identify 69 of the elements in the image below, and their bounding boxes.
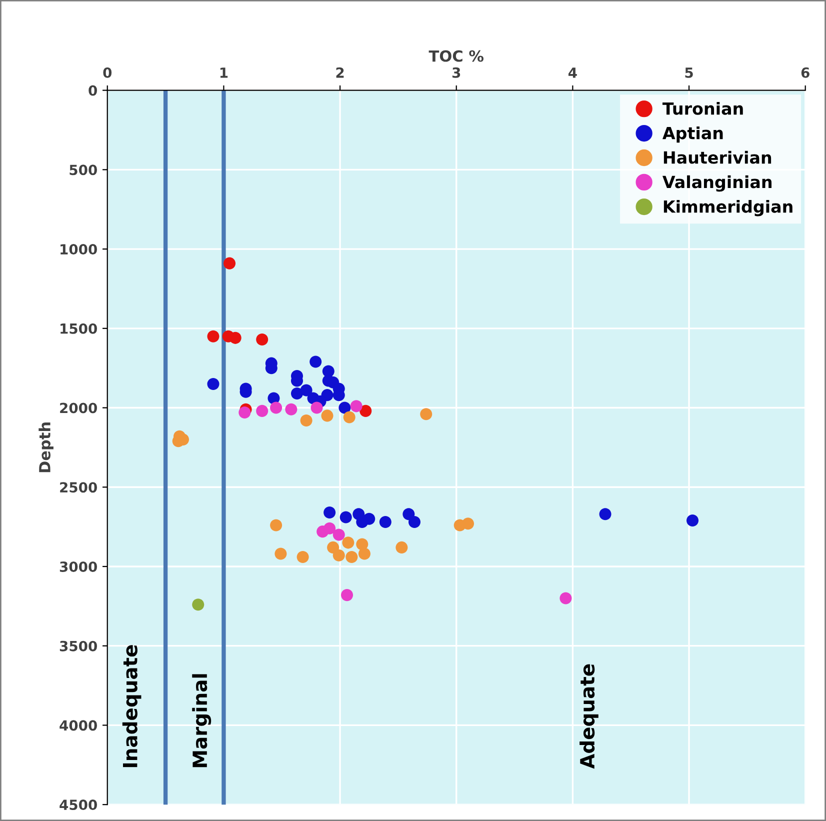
x-tick-label: 3 (452, 67, 460, 78)
point (343, 411, 356, 424)
point (332, 528, 345, 541)
y-tick-label: 4000 (60, 720, 97, 731)
point (356, 538, 368, 550)
annotation: Inadequate (122, 645, 142, 768)
point (256, 333, 268, 346)
point (270, 402, 282, 414)
point (340, 511, 352, 524)
x-tick-label: 5 (685, 68, 693, 78)
point (420, 408, 432, 420)
point (290, 387, 304, 400)
point (224, 257, 236, 270)
point (686, 514, 699, 526)
point (324, 522, 336, 534)
point (338, 402, 351, 414)
point (207, 378, 220, 390)
x-tick-label: 6 (801, 67, 810, 78)
point (346, 550, 358, 563)
y-tick-label: 3000 (60, 561, 97, 572)
point (360, 404, 372, 417)
x-axis-title: TOC % (428, 50, 484, 62)
y-tick-label: 3500 (60, 640, 97, 652)
point (350, 400, 362, 412)
point (379, 516, 392, 528)
point (332, 549, 345, 562)
y-tick-label: 4500 (60, 800, 97, 810)
point (285, 403, 298, 416)
point (207, 330, 220, 342)
point (300, 384, 312, 396)
legend-label: Hauterivian (664, 150, 772, 164)
annotation: Marginal (192, 674, 212, 768)
point (396, 541, 408, 554)
point (408, 516, 420, 528)
y-tick-label: 2500 (60, 482, 97, 493)
point (192, 598, 204, 611)
y-tick-label: 2000 (60, 402, 97, 414)
point (321, 410, 334, 422)
legend-label: Aptian (662, 126, 723, 143)
point (356, 516, 368, 528)
point (296, 550, 309, 563)
y-tick-label: 1500 (60, 323, 97, 334)
point (402, 508, 415, 520)
x-tick-label: 0 (103, 67, 112, 78)
point (274, 548, 287, 560)
y-axis-title: Depth (38, 422, 54, 472)
point (256, 404, 268, 417)
point (324, 506, 336, 519)
annotation: Adequate (580, 664, 598, 769)
point (300, 414, 312, 426)
point (229, 332, 242, 344)
point (342, 536, 354, 549)
point (270, 519, 282, 532)
point (310, 402, 323, 414)
y-tick-label: 0 (88, 85, 97, 96)
x-tick-label: 2 (336, 67, 344, 78)
y-tick-label: 1000 (60, 244, 97, 255)
point (310, 356, 322, 368)
point (462, 518, 474, 530)
x-tick-label: 4 (568, 68, 577, 78)
legend-label: Kimmeridgian (664, 200, 792, 216)
point (341, 589, 354, 602)
legend-label: Turonian (662, 102, 743, 115)
point (599, 508, 612, 520)
y-tick-label: 500 (70, 164, 97, 176)
x-tick-label: 1 (220, 68, 228, 78)
point (238, 406, 251, 419)
legend-label: Valanginian (662, 175, 772, 192)
point (560, 592, 572, 604)
